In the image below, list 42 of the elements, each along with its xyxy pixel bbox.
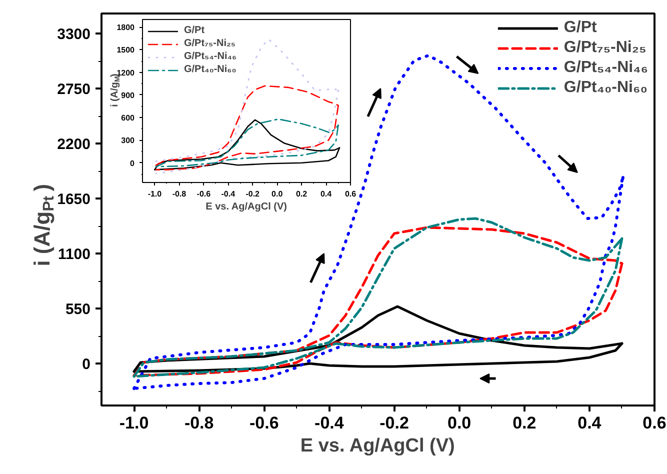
legend-label: G/Pt₅₄-Ni₄₆ (564, 59, 648, 77)
x-tick-label: -0.8 (184, 414, 214, 432)
y-tick-label: 900 (121, 90, 136, 100)
y-axis-title: i (A/gPt) (30, 184, 58, 266)
y-tick-label: 0 (130, 158, 136, 168)
x-axis-title: E vs. Ag/AgCl (V) (206, 202, 287, 212)
y-tick-label: 1500 (116, 46, 136, 55)
legend-label: G/Pt₄₀-Ni₆₀ (564, 79, 648, 97)
x-tick-label: -0.2 (380, 414, 409, 432)
y-tick-label: 600 (121, 114, 136, 123)
y-tick-label: 300 (121, 136, 136, 146)
x-tick-label: 0.0 (272, 190, 284, 198)
x-tick-label: -0.6 (250, 414, 279, 432)
x-tick-label: -0.2 (246, 190, 260, 198)
x-tick-label: 0.4 (578, 414, 602, 432)
legend-label: G/Pt₄₀-Ni₆₀ (184, 64, 236, 75)
y-tick-label: 3300 (57, 26, 91, 43)
y-tick-label: 0 (82, 356, 90, 373)
x-tick-label: 0.2 (512, 414, 536, 432)
x-tick-label: 0.6 (642, 414, 666, 432)
y-tick-label: 1650 (57, 191, 91, 208)
x-tick-label: -1.0 (148, 190, 162, 198)
y-tick-label: 2750 (57, 81, 91, 98)
x-axis-title: E vs. Ag/AgCl (V) (300, 436, 455, 456)
y-tick-label: 1800 (116, 23, 136, 32)
x-tick-label: 0.0 (448, 414, 472, 432)
y-tick-label: 1100 (58, 246, 91, 263)
legend-label: G/Pt₅₄-Ni₄₆ (184, 51, 237, 62)
x-tick-label: -0.4 (314, 414, 344, 432)
x-tick-label: 0.6 (344, 190, 357, 198)
legend-label: G/Pt (184, 25, 205, 36)
legend-label: G/Pt₇₅-Ni₂₅ (564, 39, 646, 57)
x-tick-label: 0.2 (296, 190, 308, 198)
y-tick-label: 550 (65, 301, 91, 318)
legend-label: G/Pt (564, 19, 597, 37)
x-tick-label: -0.4 (221, 190, 236, 198)
y-tick-label: 2200 (57, 136, 91, 153)
x-tick-label: -1.0 (119, 414, 149, 432)
x-tick-label: -0.6 (196, 190, 212, 198)
x-tick-label: 0.4 (320, 190, 332, 198)
legend-label: G/Pt₇₅-Ni₂₅ (184, 38, 236, 49)
x-tick-label: -0.8 (172, 190, 187, 198)
